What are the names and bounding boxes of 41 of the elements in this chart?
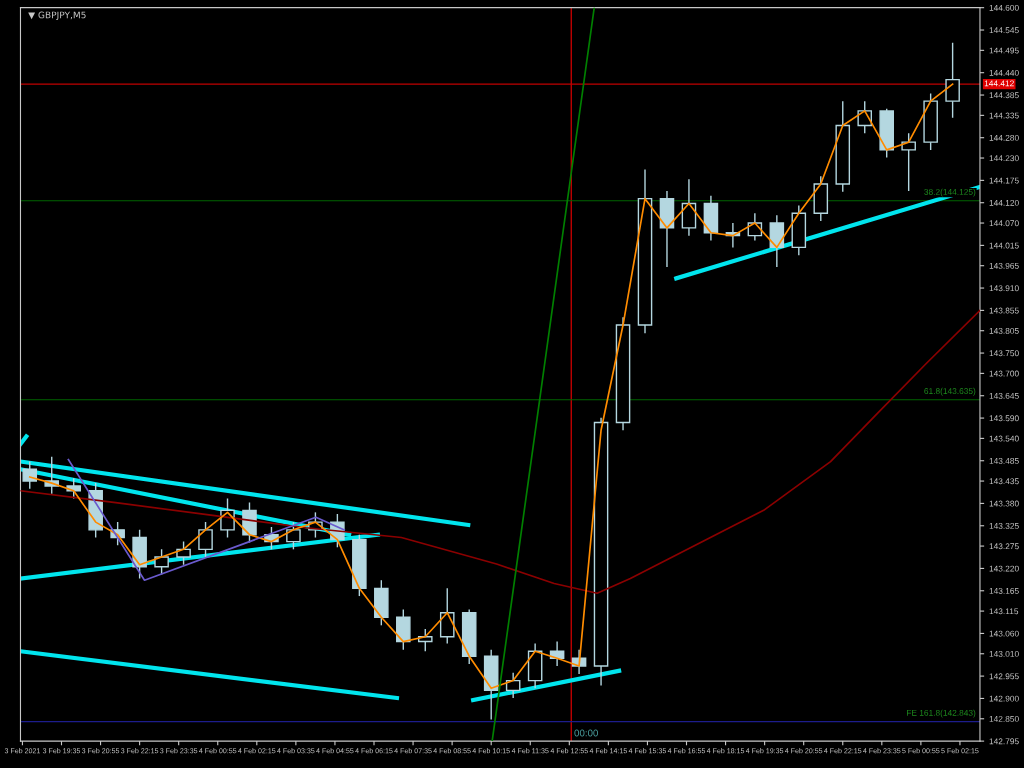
y-tick-label: 143.010 [989,650,1019,657]
y-tick-label: 144.335 [989,112,1019,119]
y-tick-label: 143.485 [989,457,1019,464]
y-tick-label: 144.175 [989,177,1019,184]
y-tick-label: 143.700 [989,370,1019,377]
y-tick-label: 144.015 [989,242,1019,249]
y-tick-label: 143.965 [989,262,1019,269]
y-tick-label: 143.590 [989,415,1019,422]
y-tick-label: 142.795 [989,738,1019,745]
y-tick-label: 143.645 [989,392,1019,399]
y-tick-label: 143.380 [989,500,1019,507]
y-tick-label: 143.060 [989,630,1019,637]
y-tick-label: 144.070 [989,220,1019,227]
y-tick-label: 143.165 [989,587,1019,594]
y-tick-label: 144.385 [989,92,1019,99]
y-tick-label: 144.545 [989,27,1019,34]
y-tick-label: 142.955 [989,673,1019,680]
y-tick-label: 143.435 [989,478,1019,485]
y-tick-label: 144.120 [989,199,1019,206]
ref-line-label: 144.412 [984,80,1014,87]
y-tick-label: 144.280 [989,134,1019,141]
chart-title: ▼ GBPJPY,M5 [28,11,86,21]
y-tick-label: 142.850 [989,715,1019,722]
y-tick-label: 144.600 [989,4,1019,11]
y-tick-label: 142.900 [989,695,1019,702]
y-tick-label: 143.805 [989,327,1019,334]
y-tick-label: 143.220 [989,565,1019,572]
ref-line-label: 61.8(143.635) [924,387,976,396]
y-tick-label: 143.275 [989,543,1019,550]
y-tick-label: 143.325 [989,522,1019,529]
y-tick-label: 144.495 [989,47,1019,54]
annotation: 00:00 [574,729,598,737]
y-tick-label: 143.910 [989,285,1019,292]
y-tick-label: 143.115 [989,608,1019,615]
y-tick-label: 144.230 [989,155,1019,162]
y-tick-label: 144.440 [989,69,1019,76]
y-tick-label: 143.855 [989,307,1019,314]
y-tick-label: 143.750 [989,350,1019,357]
y-tick-label: 143.540 [989,435,1019,442]
ref-line-label: FE 161.8(142.843) [907,709,976,718]
ref-line-label: 38.2(144.125) [924,188,976,197]
